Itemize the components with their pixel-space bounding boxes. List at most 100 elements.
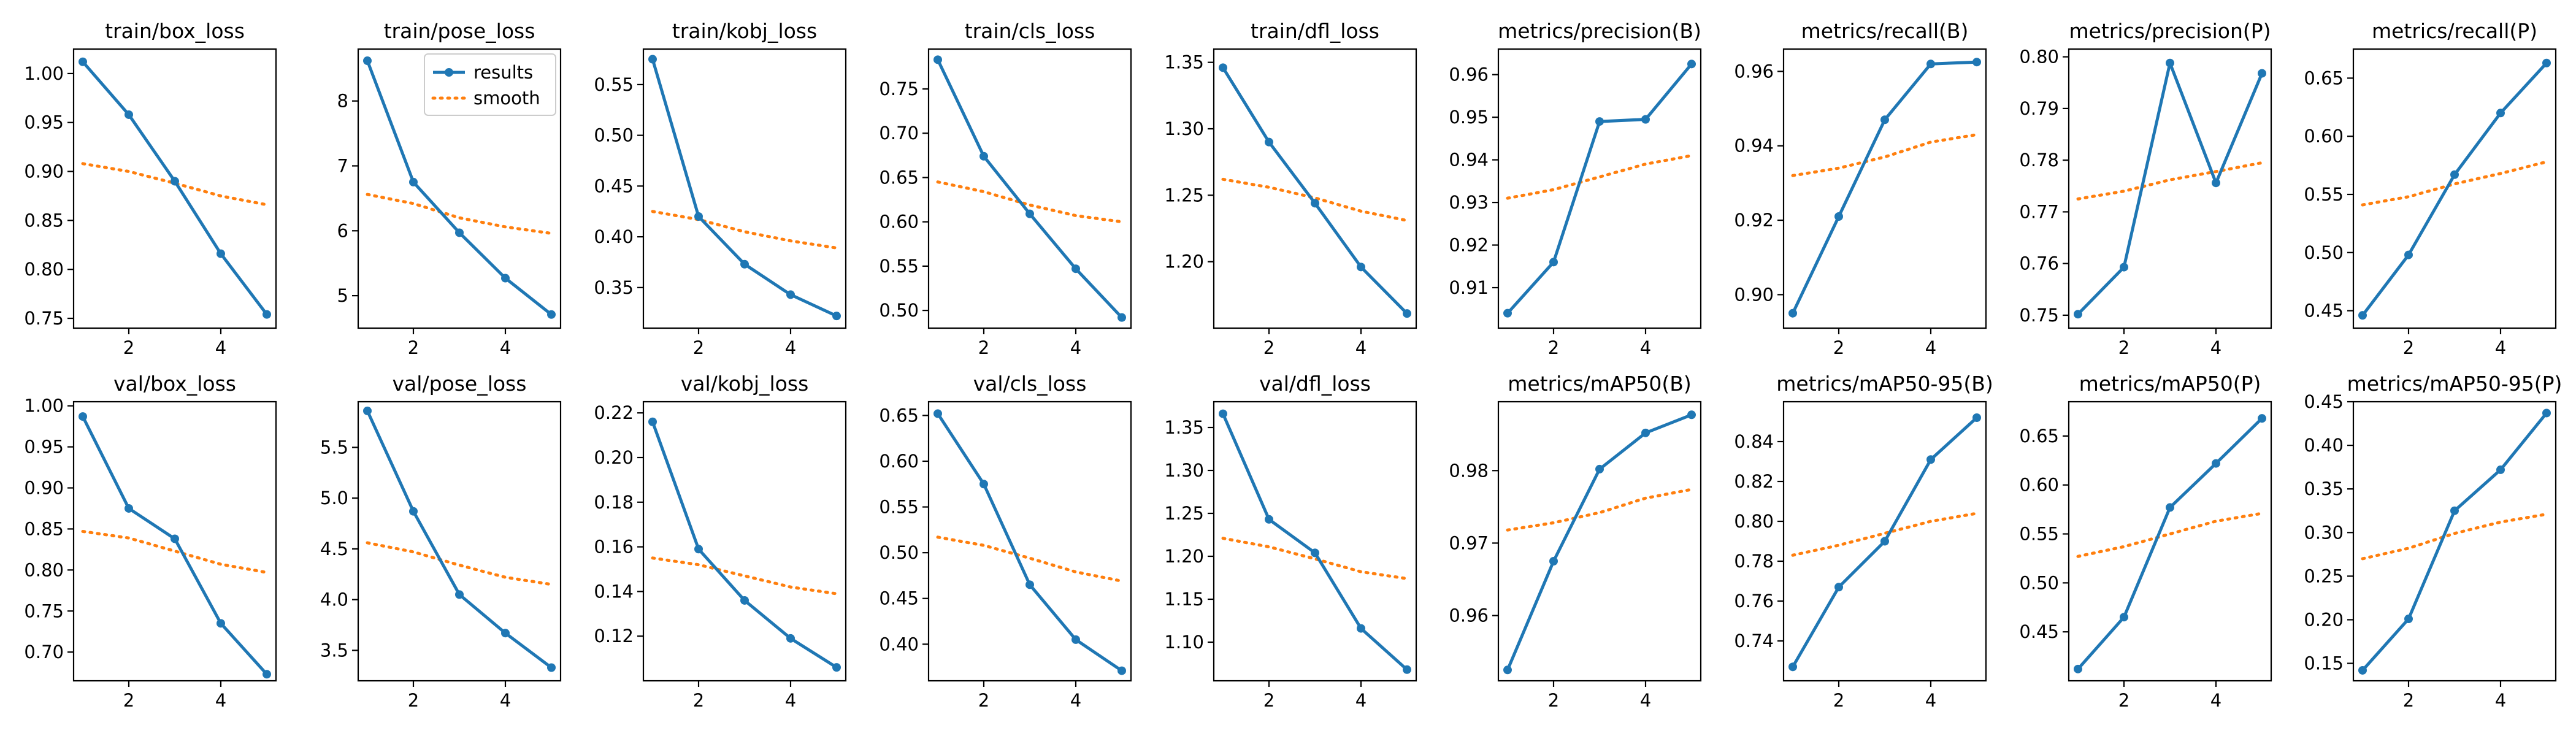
- results-series-line: [366, 409, 553, 669]
- subplot-title: val/pose_loss: [393, 372, 527, 396]
- smooth-series-line: [2076, 161, 2264, 201]
- y-tick-label: 0.12: [594, 626, 634, 646]
- y-tick-label: 0.80: [2019, 47, 2059, 67]
- subplot-7: metrics/precision(P) 2 4 0.75 0.76 0.77 0.78 0.…: [2019, 19, 2272, 358]
- y-tick-label: 1.30: [1164, 118, 1204, 139]
- y-tick-label: 0.75: [24, 308, 64, 329]
- y-tick-label: 0.80: [1734, 511, 1774, 532]
- subplot-title: val/kobj_loss: [681, 372, 809, 396]
- results-point: [2496, 109, 2505, 118]
- plot-frame: [1782, 48, 1987, 329]
- results-point: [455, 228, 464, 237]
- results-point: [2212, 178, 2220, 188]
- y-tick-label: 0.30: [2304, 522, 2344, 543]
- subplot-title: metrics/mAP50-95(P): [2347, 372, 2563, 396]
- results-series-line: [1221, 412, 1409, 672]
- x-tick-label: 4: [1070, 690, 1081, 711]
- subplot-3: train/cls_loss 2 4 0.50 0.55 0.60 0.65 0.70 0.75: [879, 19, 1132, 358]
- y-tick-label: 0.78: [2019, 150, 2059, 171]
- results-point: [171, 177, 179, 186]
- subplot-title: metrics/precision(B): [1498, 19, 1701, 43]
- smooth-series-line: [2361, 160, 2548, 207]
- results-point: [1071, 264, 1080, 274]
- results-point: [2074, 664, 2082, 673]
- plot-frame: [1782, 401, 1987, 682]
- x-tick-label: 2: [693, 690, 704, 711]
- x-tick-label: 2: [1263, 337, 1275, 358]
- results-point: [1834, 583, 1843, 592]
- smooth-series-line: [1506, 488, 1693, 532]
- results-point: [501, 274, 510, 283]
- results-point: [2450, 170, 2459, 179]
- subplot-16: metrics/mAP50(P) 2 4 0.45 0.50 0.55 0.60 0.65: [2019, 372, 2272, 711]
- y-tick-label: 0.50: [2304, 242, 2344, 263]
- y-tick-label: 0.35: [594, 277, 634, 298]
- y-tick-label: 0.80: [24, 559, 64, 580]
- y-tick-label: 0.75: [879, 79, 919, 99]
- x-tick-label: 2: [408, 337, 419, 358]
- plot-frame: [927, 48, 1132, 329]
- results-point: [125, 504, 133, 513]
- y-tick-label: 8: [337, 91, 348, 112]
- y-tick-label: 0.65: [2019, 426, 2059, 447]
- x-tick-label: 2: [2118, 337, 2129, 358]
- results-point: [2166, 503, 2174, 512]
- subplot-title: train/dfl_loss: [1251, 19, 1379, 43]
- plot-frame: [2068, 401, 2272, 682]
- results-point: [2120, 613, 2128, 622]
- x-tick-label: 4: [785, 690, 796, 711]
- y-tick-label: 0.82: [1734, 471, 1774, 492]
- y-tick-label: 0.40: [879, 634, 919, 654]
- results-point: [1595, 117, 1604, 126]
- plot-frame: [927, 401, 1132, 682]
- y-tick-label: 0.60: [879, 451, 919, 472]
- results-point: [263, 310, 271, 319]
- results-series-line: [2361, 411, 2548, 672]
- legend-results-label: results: [473, 62, 533, 83]
- results-point: [2166, 58, 2174, 67]
- results-point: [740, 259, 749, 269]
- results-point: [547, 663, 556, 672]
- subplot-12: val/cls_loss 2 4 0.40 0.45 0.50 0.55 0.60 0.65: [879, 372, 1132, 711]
- results-point: [1403, 309, 1411, 318]
- results-point: [1595, 464, 1604, 473]
- y-tick-label: 0.35: [2304, 478, 2344, 499]
- y-tick-label: 0.20: [2304, 609, 2344, 630]
- plot-frame: [357, 401, 562, 682]
- results-point: [2258, 414, 2266, 423]
- y-tick-label: 0.93: [1449, 192, 1489, 213]
- y-tick-label: 0.40: [594, 226, 634, 247]
- smooth-series-line: [366, 193, 553, 236]
- results-point: [979, 480, 988, 489]
- y-tick-label: 0.76: [1734, 591, 1774, 611]
- x-tick-label: 4: [785, 337, 796, 358]
- results-point: [1117, 313, 1126, 322]
- y-tick-label: 4.0: [320, 589, 348, 610]
- smooth-series-line: [2076, 512, 2264, 558]
- y-tick-label: 0.45: [2304, 301, 2344, 321]
- smooth-series-line: [81, 162, 269, 207]
- plot-frame: [1213, 48, 1417, 329]
- subplot-4: train/dfl_loss 2 4 1.20 1.25 1.30 1.35: [1164, 19, 1417, 358]
- x-tick-label: 4: [1925, 690, 1936, 711]
- subplot-14: metrics/mAP50(B) 2 4 0.96 0.97 0.98: [1449, 372, 1702, 711]
- y-tick-label: 0.45: [2304, 391, 2344, 412]
- subplot-title: train/box_loss: [105, 19, 245, 43]
- x-tick-label: 4: [1355, 690, 1367, 711]
- results-point: [2496, 465, 2505, 474]
- y-tick-label: 1.25: [1164, 185, 1204, 205]
- results-point: [1357, 624, 1365, 633]
- legend-smooth-label: smooth: [473, 88, 540, 109]
- results-point: [1549, 557, 1558, 565]
- y-tick-label: 1.10: [1164, 632, 1204, 653]
- results-point: [979, 151, 988, 161]
- smooth-series-line: [1506, 154, 1693, 200]
- results-point: [2542, 408, 2551, 418]
- x-tick-label: 4: [2210, 337, 2221, 358]
- subplot-9: val/box_loss 2 4 0.70 0.75 0.80 0.85 0.90 0.95 1.…: [24, 372, 277, 711]
- results-point: [2450, 506, 2459, 515]
- subplot-title: metrics/precision(P): [2069, 19, 2271, 43]
- results-point: [832, 312, 841, 321]
- results-point: [1972, 413, 1981, 422]
